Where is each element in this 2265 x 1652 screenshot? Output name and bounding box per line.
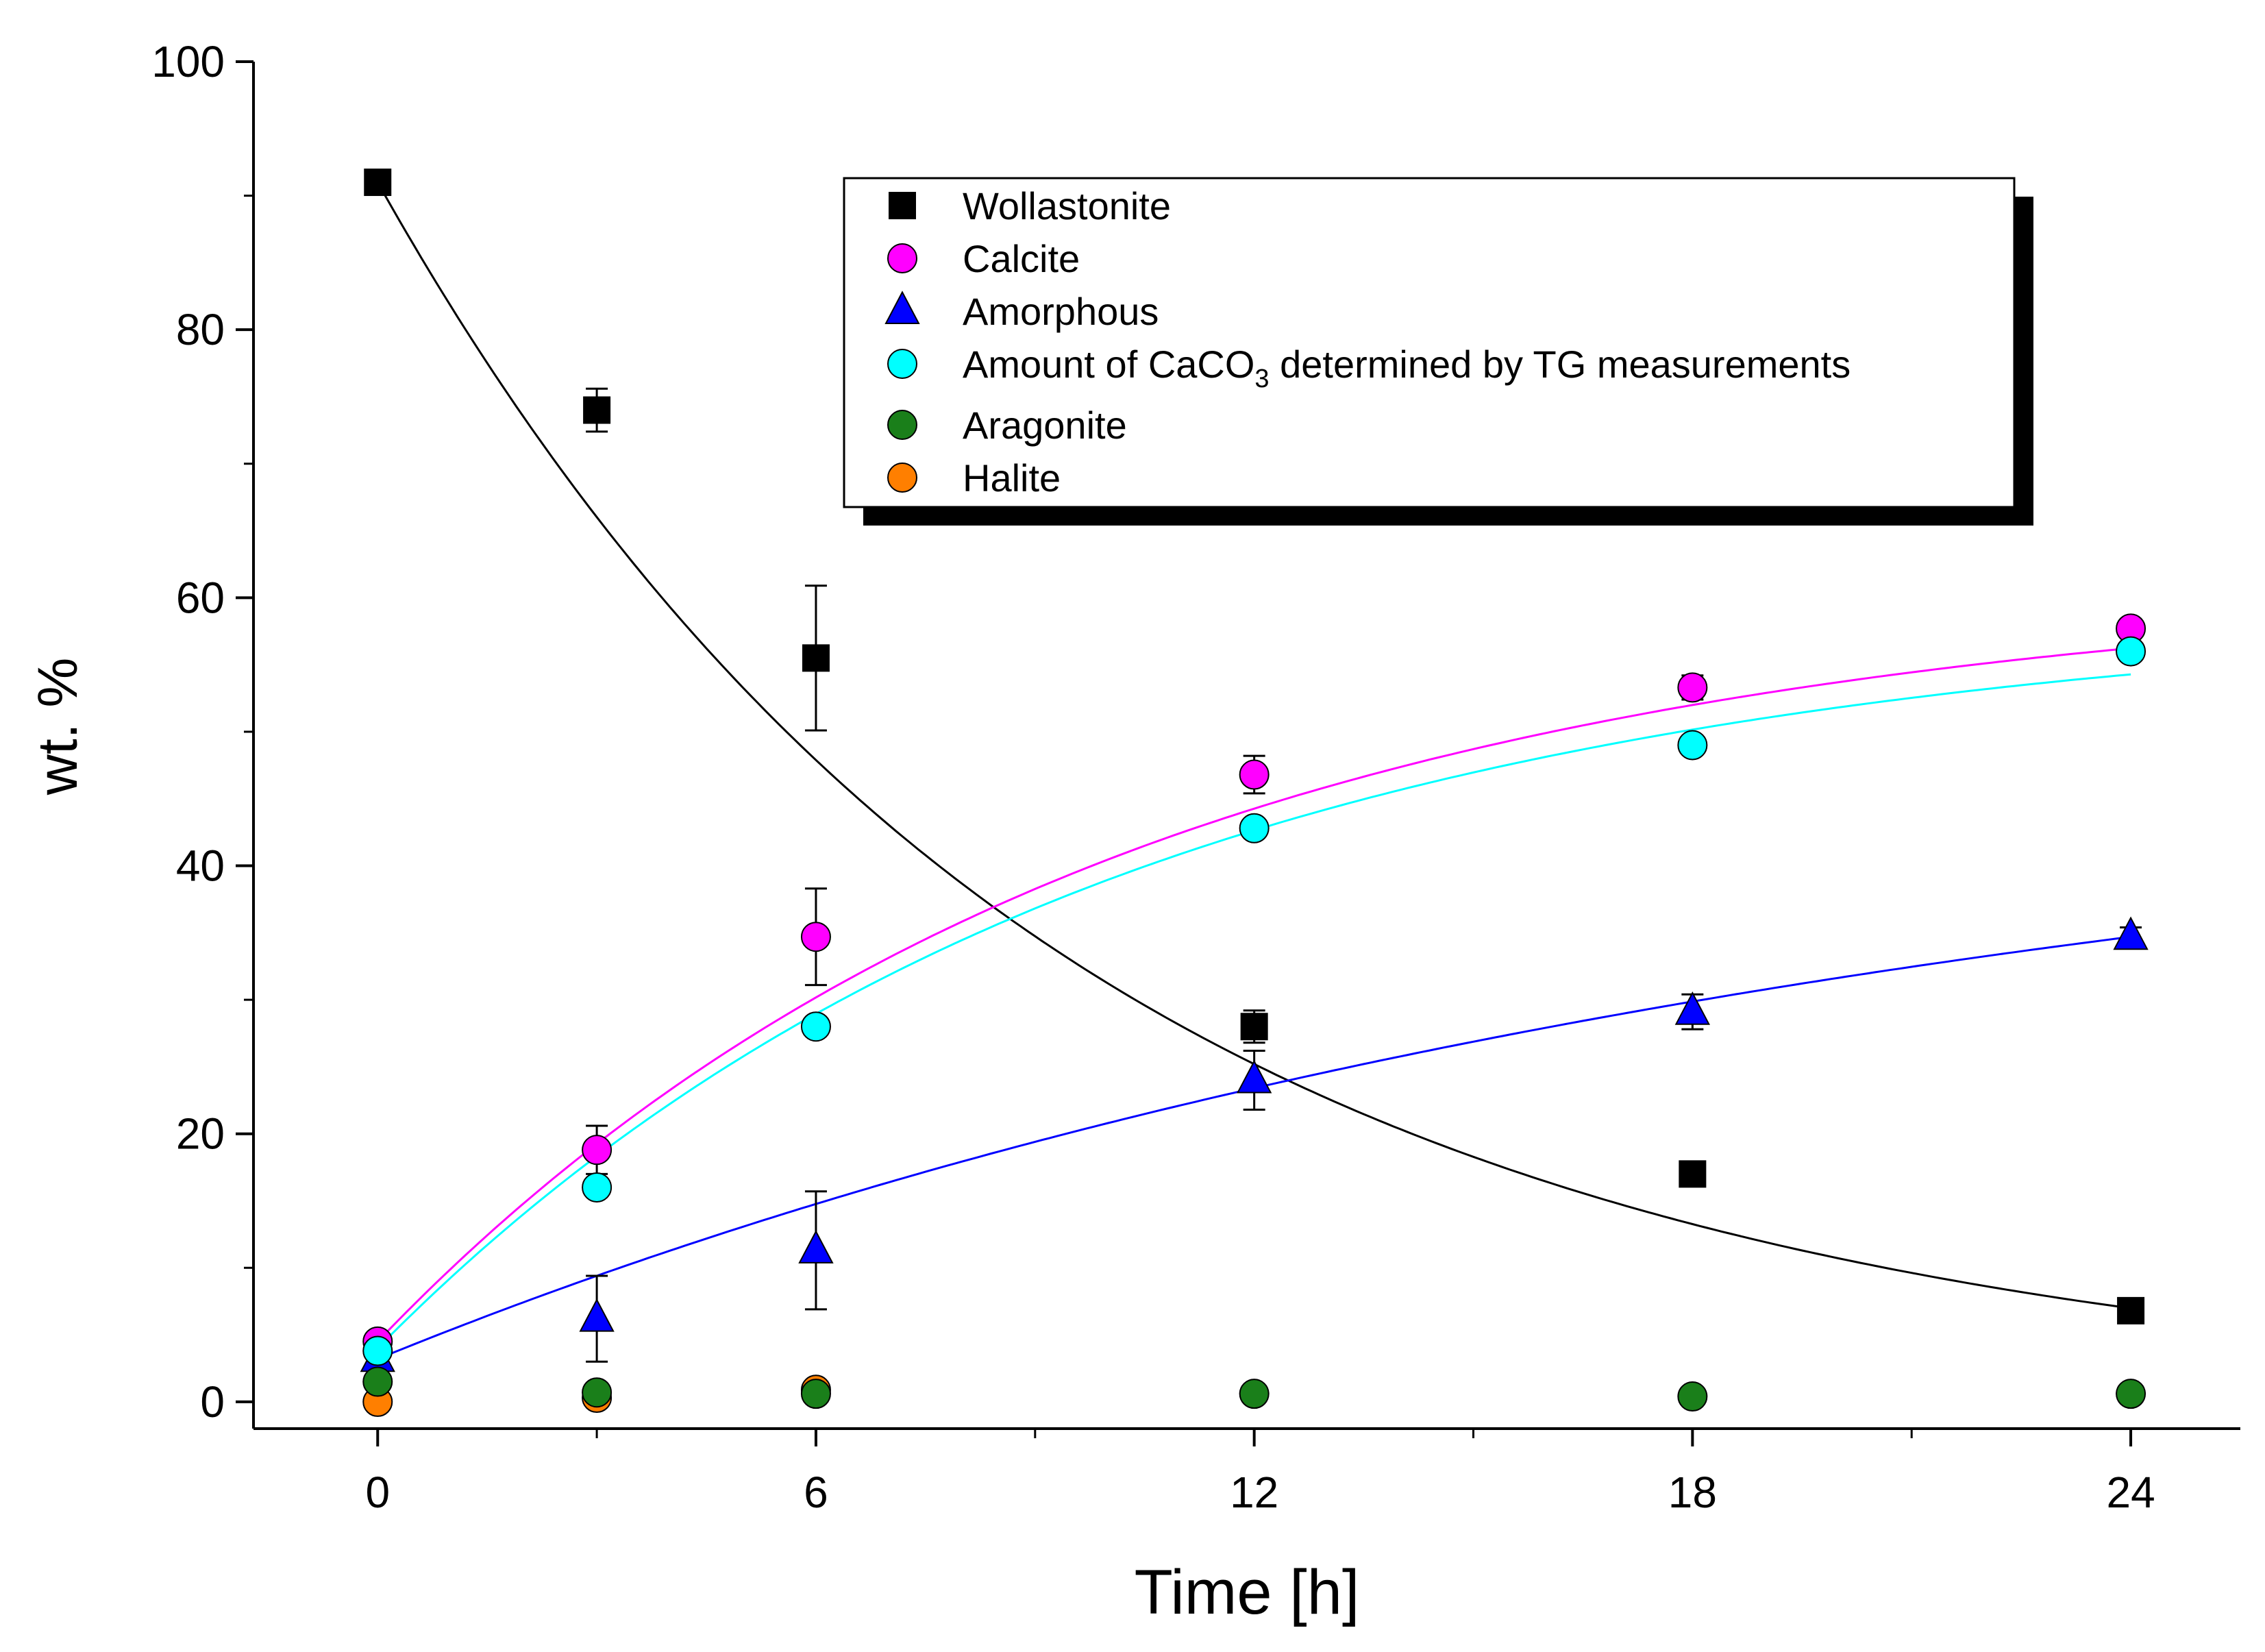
data-point-series-3: [1677, 730, 1708, 761]
y-tick-label: 40: [176, 841, 225, 891]
data-point-series-4: [582, 1377, 612, 1408]
fit-curve-1: [377, 647, 2131, 1342]
data-point-series-2: [1237, 1059, 1272, 1094]
data-point-series-0: [802, 644, 830, 672]
legend-marker-2: [884, 291, 920, 324]
x-axis-label: Time [h]: [1135, 1557, 1360, 1627]
data-point-series-1: [1239, 759, 1270, 790]
error-bars: [367, 387, 2142, 1366]
data-point-series-0: [1240, 1013, 1268, 1041]
axes: 0 6 12 18 24 0 20 40 60 80 100: [151, 37, 2240, 1517]
data-point-series-4: [2116, 1379, 2146, 1409]
x-tick-label: 6: [804, 1468, 828, 1517]
y-tick-label: 0: [200, 1377, 225, 1427]
data-point-series-1: [800, 922, 831, 952]
legend-label-amorphous: Amorphous: [963, 290, 1159, 333]
data-point-series-3: [800, 1011, 831, 1042]
x-tick-label: 24: [2106, 1468, 2155, 1517]
legend: Wollastonite Calcite Amorphous Amount of…: [843, 177, 2033, 526]
legend-label-tg-caco3-before: Amount of CaCO: [963, 343, 1254, 386]
legend-marker-3: [887, 349, 917, 379]
data-point-series-4: [1239, 1379, 1270, 1409]
data-point-series-3: [582, 1172, 612, 1203]
x-tick-label: 18: [1668, 1468, 1717, 1517]
data-point-series-1: [582, 1135, 612, 1166]
y-tick-label: 60: [176, 573, 225, 622]
y-tick-label: 80: [176, 305, 225, 354]
legend-marker-4: [887, 410, 917, 440]
x-tick-label: 0: [365, 1468, 390, 1517]
legend-label-tg-caco3-after: determined by TG measurements: [1270, 343, 1851, 386]
legend-label-tg-caco3-sub: 3: [1254, 365, 1269, 393]
fit-curve-2: [377, 935, 2131, 1360]
data-point-series-2: [798, 1230, 834, 1263]
legend-label-halite: Halite: [963, 456, 1061, 500]
data-point-series-2: [1674, 991, 1711, 1025]
data-point-series-2: [579, 1298, 615, 1332]
legend-marker-5: [887, 463, 917, 493]
legend-label-wollastonite: Wollastonite: [963, 184, 1171, 227]
x-tick-label: 12: [1230, 1468, 1278, 1517]
data-point-series-4: [800, 1379, 831, 1409]
data-point-series-0: [364, 169, 392, 197]
y-tick-label: 100: [151, 37, 225, 86]
legend-label-tg-caco3: Amount of CaCO3 determined by TG measure…: [963, 343, 1851, 393]
data-point-series-3: [362, 1335, 393, 1366]
data-point-series-2: [2113, 916, 2149, 950]
legend-marker-1: [887, 243, 917, 273]
data-point-series-0: [1679, 1160, 1707, 1188]
data-point-series-3: [2116, 636, 2146, 667]
data-point-series-4: [1677, 1381, 1708, 1412]
data-point-series-0: [2117, 1296, 2145, 1324]
data-markers: [360, 169, 2149, 1417]
data-point-series-0: [583, 396, 611, 424]
legend-label-aragonite: Aragonite: [963, 404, 1127, 447]
data-point-series-3: [1239, 813, 1270, 843]
legend-box: [843, 177, 2016, 508]
y-axis-label: wt. %: [27, 658, 89, 796]
legend-marker-0: [889, 192, 916, 219]
data-point-series-1: [1677, 672, 1708, 703]
y-tick-label: 20: [176, 1109, 225, 1159]
legend-label-calcite: Calcite: [963, 237, 1080, 280]
data-point-series-4: [362, 1366, 393, 1397]
